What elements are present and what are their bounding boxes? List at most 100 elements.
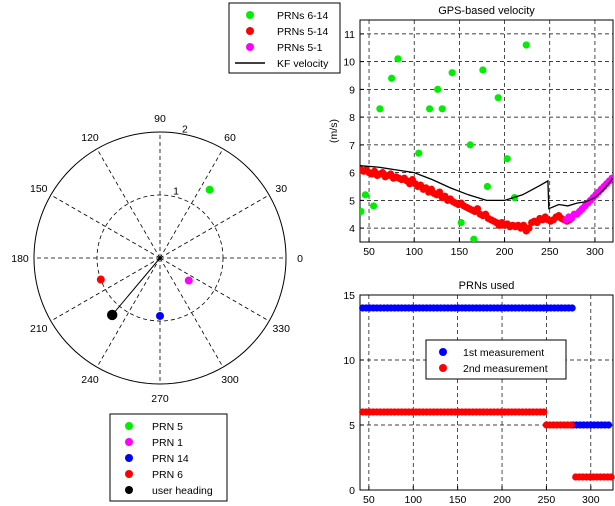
y-tick-label: 5 xyxy=(349,420,355,432)
velocity-point-prns-5-14 xyxy=(473,205,482,213)
velocity-legend-label: PRNs 6-14 xyxy=(277,10,329,22)
y-tick-label: 15 xyxy=(343,290,355,302)
x-tick-label: 50 xyxy=(363,246,375,258)
plot-area xyxy=(359,294,614,491)
y-tick-label: 10 xyxy=(343,355,355,367)
x-tick-label: 100 xyxy=(405,246,423,258)
prns-legend-box xyxy=(425,339,567,380)
kf-velocity-line xyxy=(360,165,613,210)
velocity-point-prns-6-14 xyxy=(388,74,396,82)
x-tick-label: 200 xyxy=(493,494,511,506)
x-tick-label: 300 xyxy=(586,246,604,258)
velocity-legend-marker xyxy=(246,11,254,19)
polar-angle-label: 240 xyxy=(81,374,99,386)
velocity-point-prns-6-14 xyxy=(522,41,530,49)
x-tick-label: 150 xyxy=(449,494,467,506)
velocity-legend: PRNs 6-14 PRNs 5-14 PRNs 5-1 KF velocity xyxy=(228,2,341,74)
velocity-point-prns-5-14 xyxy=(519,221,528,229)
x-tick-label: 250 xyxy=(538,494,556,506)
user-heading-line xyxy=(111,257,161,316)
velocity-point-prns-5-14 xyxy=(435,188,444,196)
velocity-chart: 50 100 150 200 250 300 4 5 6 7 8 9 10 11 GPS-based vel… xyxy=(328,5,614,258)
velocity-point-prns-6-14 xyxy=(438,105,446,113)
polar-angle-label: 300 xyxy=(221,374,239,386)
polar-angle-label: 120 xyxy=(81,132,99,144)
velocity-legend-label: PRNs 5-14 xyxy=(277,26,329,38)
x-tick-label: 250 xyxy=(541,246,559,258)
velocity-point-prns-5-14 xyxy=(525,224,533,232)
velocity-legend-marker xyxy=(246,27,254,35)
prn-point-2nd-measurement xyxy=(607,473,615,481)
velocity-point-prns-6-14 xyxy=(479,66,487,74)
velocity-legend-marker xyxy=(246,43,254,51)
polar-angle-label: 210 xyxy=(30,323,48,335)
polar-legend-label: PRN 6 xyxy=(152,469,183,481)
y-axis-label: (m/s) xyxy=(328,119,340,143)
velocity-legend-label: KF velocity xyxy=(277,58,329,70)
polar-spoke xyxy=(159,194,270,259)
polar-legend-marker xyxy=(125,438,133,446)
polar-angle-label: 180 xyxy=(11,253,29,265)
x-tick-label: 300 xyxy=(582,494,600,506)
y-tick-label: 10 xyxy=(343,57,355,69)
polar-spoke xyxy=(159,257,224,368)
velocity-point-prns-6-14 xyxy=(503,155,511,163)
y-tick-label: 11 xyxy=(344,29,355,41)
polar-angle-label: 0 xyxy=(297,253,303,265)
y-tick-label: 0 xyxy=(349,485,355,497)
x-tick-label: 150 xyxy=(451,246,469,258)
polar-point-prn-1 xyxy=(184,276,193,285)
prn-point-2nd-measurement xyxy=(540,408,548,416)
polar-spoke xyxy=(159,257,270,322)
plot-area xyxy=(359,19,614,243)
polar-legend-marker xyxy=(125,454,133,462)
polar-legend-marker xyxy=(125,422,133,430)
polar-point-prn-5 xyxy=(205,185,214,194)
user-heading-marker xyxy=(107,309,118,321)
velocity-point-prns-6-14 xyxy=(360,207,365,216)
x-tick-label: 200 xyxy=(496,246,514,258)
velocity-point-prns-6-14 xyxy=(466,141,474,149)
polar-point-prn-6 xyxy=(96,275,105,284)
velocity-point-prns-6-14 xyxy=(434,85,442,93)
polar-spoke xyxy=(159,148,224,259)
prns-used-chart: 50 100 150 200 250 300 0 5 10 15 PRNs used 1st meas… xyxy=(343,280,615,506)
prns-legend-label: 2nd measurement xyxy=(463,363,548,375)
prns-legend-label: 1st measurement xyxy=(463,347,544,359)
velocity-point-prns-6-14 xyxy=(457,218,465,227)
chart-title: PRNs used xyxy=(459,280,515,292)
velocity-point-prns-6-14 xyxy=(361,191,370,199)
velocity-point-prns-6-14 xyxy=(483,182,492,191)
y-tick-label: 7 xyxy=(349,140,355,152)
polar-angle-label: 60 xyxy=(224,132,236,144)
polar-angle-label: 30 xyxy=(275,183,287,195)
velocity-point-prns-6-14 xyxy=(394,55,402,63)
polar-point-prn-14 xyxy=(156,311,164,320)
polar-angle-label: 150 xyxy=(30,183,48,195)
polar-spoke xyxy=(96,148,161,259)
y-tick-label: 4 xyxy=(349,223,355,235)
prns-legend-marker xyxy=(439,348,447,356)
velocity-point-prns-6-14 xyxy=(415,149,423,157)
y-tick-label: 8 xyxy=(349,112,355,124)
velocity-legend-label: PRNs 5-1 xyxy=(277,42,323,54)
prn-point-1st-measurement xyxy=(604,421,613,429)
polar-r-label: 1 xyxy=(173,186,179,198)
polar-legend: PRN 5 PRN 1 PRN 14 PRN 6 user heading xyxy=(109,413,228,502)
polar-spoke xyxy=(96,257,161,368)
velocity-point-prns-6-14 xyxy=(376,105,384,113)
chart-title: GPS-based velocity xyxy=(438,5,535,17)
velocity-point-prns-6-14 xyxy=(369,202,378,210)
velocity-plot-content xyxy=(360,41,613,242)
velocity-point-prns-6-14 xyxy=(448,69,456,77)
prns-legend-marker xyxy=(439,364,447,372)
polar-spoke xyxy=(50,194,161,259)
polar-legend-label: user heading xyxy=(152,485,213,497)
polar-angle-label: 90 xyxy=(154,113,166,125)
velocity-point-prns-6-14 xyxy=(425,105,434,113)
polar-legend-label: PRN 1 xyxy=(152,437,183,449)
polar-legend-label: PRN 5 xyxy=(152,421,183,433)
polar-chart: 0 30 60 90 120 150 180 210 240 270 300 330 1 2 xyxy=(11,113,303,405)
polar-legend-label: PRN 14 xyxy=(152,453,189,465)
